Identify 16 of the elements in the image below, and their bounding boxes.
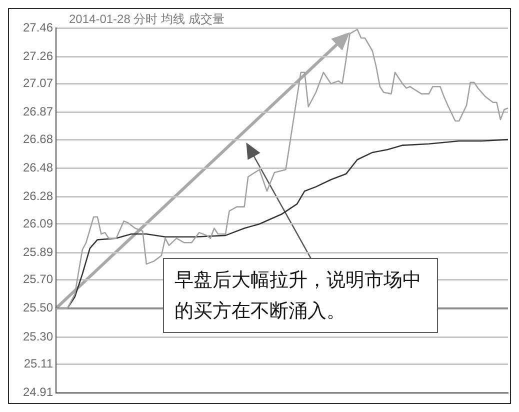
y-tick-label: 25.30 [22, 329, 54, 344]
y-tick-label: 26.68 [22, 132, 54, 146]
y-tick-label: 26.48 [22, 160, 54, 175]
y-tick-label: 27.46 [22, 20, 54, 34]
y-tick-label: 27.26 [22, 48, 54, 63]
annotation: 早盘后大幅拉升，说明市场中的买方在不断涌入。 [163, 258, 438, 333]
y-tick-label: 25.50 [22, 300, 54, 315]
y-tick-label: 25.70 [22, 272, 54, 286]
y-tick-label: 25.89 [22, 244, 54, 259]
y-tick-label: 25.11 [24, 356, 54, 370]
y-tick-label: 26.09 [22, 216, 54, 230]
chart-title: 2014-01-28 分时 均线 成交量 [69, 11, 224, 28]
y-tick-label: 24.91 [22, 385, 54, 400]
y-tick-label: 26.87 [22, 104, 54, 119]
y-tick-label: 27.07 [22, 76, 54, 90]
y-tick-label: 26.28 [22, 189, 54, 204]
